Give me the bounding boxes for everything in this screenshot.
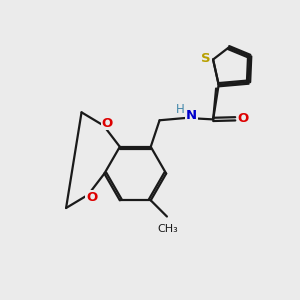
Text: O: O [101,117,113,130]
Text: O: O [238,112,249,125]
Text: H: H [176,103,184,116]
Text: CH₃: CH₃ [157,224,178,234]
Text: O: O [86,190,97,204]
Text: S: S [201,52,211,64]
Text: N: N [186,109,197,122]
